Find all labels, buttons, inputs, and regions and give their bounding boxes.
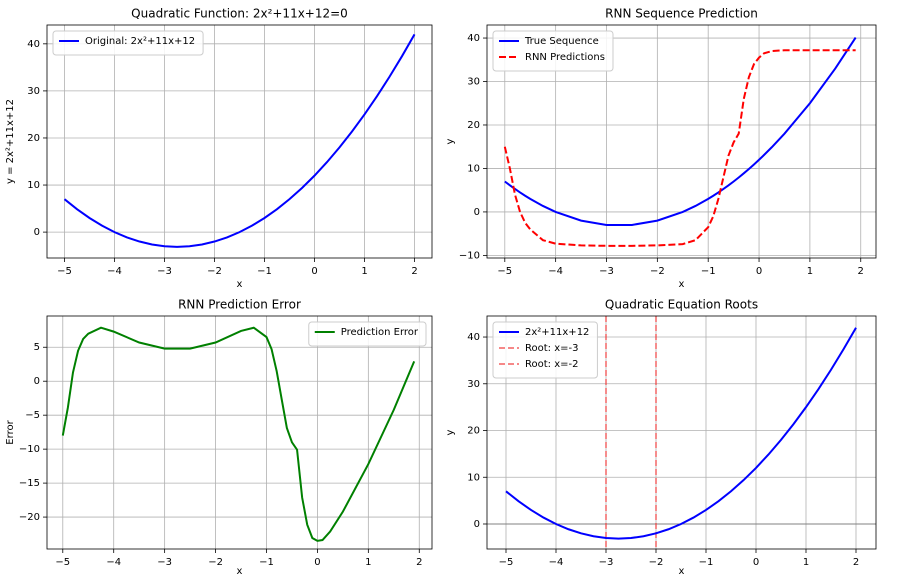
y-tick-label: 20 — [467, 120, 480, 131]
x-tick-label: 0 — [753, 557, 759, 568]
legend-box — [52, 30, 204, 56]
y-tick-label: 30 — [467, 379, 480, 390]
series-line — [63, 33, 416, 248]
x-axis-label: x — [237, 279, 243, 290]
x-tick-label: 1 — [803, 557, 809, 568]
y-axis-label: y = 2x²+11x+12 — [5, 99, 16, 184]
series-line — [61, 326, 416, 542]
series-line — [504, 36, 857, 226]
y-tick-label: 0 — [474, 519, 480, 530]
x-tick-label: 2 — [416, 557, 422, 568]
x-tick-label: −4 — [549, 557, 564, 568]
y-tick-label: 0 — [34, 376, 40, 387]
x-tick-label: 0 — [756, 266, 762, 277]
y-tick-label: 10 — [467, 472, 480, 483]
axes-frame — [46, 315, 433, 550]
x-tick-label: −1 — [699, 557, 714, 568]
y-tick-label: 30 — [27, 86, 40, 97]
y-tick-label: 0 — [474, 207, 480, 218]
legend-label: Root: x=-3 — [525, 343, 578, 354]
x-tick-label: −3 — [599, 557, 614, 568]
x-tick-label: −1 — [259, 557, 274, 568]
x-tick-label: −5 — [57, 266, 72, 277]
chart-title: Quadratic Equation Roots — [605, 298, 758, 312]
x-tick-label: −2 — [207, 266, 222, 277]
y-tick-label: 10 — [27, 180, 40, 191]
x-tick-label: −1 — [701, 266, 716, 277]
axes-frame — [486, 24, 877, 259]
y-tick-label: −10 — [19, 444, 40, 455]
y-tick-label: 5 — [34, 342, 40, 353]
y-tick-label: 40 — [27, 39, 40, 50]
x-axis-label: x — [679, 279, 685, 290]
legend-box — [308, 321, 427, 347]
x-tick-label: −5 — [497, 266, 512, 277]
y-tick-label: 10 — [467, 163, 480, 174]
legend: Prediction Error — [308, 321, 427, 347]
y-tick-label: 20 — [27, 133, 40, 144]
x-tick-label: −3 — [157, 557, 172, 568]
series-line — [503, 49, 856, 247]
y-axis-label: y — [445, 429, 456, 435]
legend-box — [492, 321, 598, 379]
legend-label: Root: x=-2 — [525, 359, 578, 370]
x-tick-label: 0 — [311, 266, 317, 277]
legend: Original: 2x²+11x+12 — [52, 30, 204, 56]
x-tick-label: −5 — [499, 557, 514, 568]
y-tick-label: −10 — [459, 250, 480, 261]
y-tick-label: −20 — [19, 512, 40, 523]
x-tick-label: 2 — [853, 557, 859, 568]
legend: 2x²+11x+12 Root: x=-3 Root: x=-2 — [492, 321, 598, 379]
x-tick-label: −3 — [157, 266, 172, 277]
x-tick-label: −1 — [257, 266, 272, 277]
x-tick-label: 1 — [365, 557, 371, 568]
legend-label: Original: 2x²+11x+12 — [85, 36, 195, 47]
y-axis-label: Error — [5, 419, 16, 444]
x-tick-label: 2 — [411, 266, 417, 277]
x-tick-label: −2 — [208, 557, 223, 568]
axes-frame — [46, 24, 433, 259]
chart-title: Quadratic Function: 2x²+11x+12=0 — [131, 7, 348, 21]
legend-label: 2x²+11x+12 — [525, 327, 589, 338]
x-tick-label: −4 — [106, 557, 121, 568]
series-line — [505, 327, 857, 540]
x-tick-label: 2 — [858, 266, 864, 277]
y-tick-label: 30 — [467, 77, 480, 88]
y-tick-label: 40 — [467, 33, 480, 44]
x-tick-label: −3 — [599, 266, 614, 277]
x-tick-label: −2 — [650, 266, 665, 277]
y-tick-label: 40 — [467, 332, 480, 343]
x-axis-label: x — [237, 566, 243, 576]
axes-frame — [486, 315, 877, 550]
chart-title: RNN Sequence Prediction — [605, 7, 758, 21]
y-tick-label: −15 — [19, 478, 40, 489]
y-tick-label: −5 — [25, 410, 40, 421]
chart-title: RNN Prediction Error — [178, 298, 301, 312]
y-tick-label: 0 — [34, 227, 40, 238]
x-tick-label: 1 — [361, 266, 367, 277]
x-tick-label: −5 — [55, 557, 70, 568]
legend-label: True Sequence — [524, 36, 599, 47]
x-tick-label: 0 — [314, 557, 320, 568]
x-tick-label: 1 — [807, 266, 813, 277]
y-axis-label: y — [445, 138, 456, 144]
y-tick-label: 20 — [467, 426, 480, 437]
x-tick-label: −2 — [649, 557, 664, 568]
x-tick-label: −4 — [548, 266, 563, 277]
x-tick-label: −4 — [107, 266, 122, 277]
legend-label: Prediction Error — [341, 327, 419, 338]
legend-box — [492, 30, 614, 72]
legend-label: RNN Predictions — [525, 52, 605, 63]
x-axis-label: x — [679, 566, 685, 576]
legend: True Sequence RNN Predictions — [492, 30, 614, 72]
